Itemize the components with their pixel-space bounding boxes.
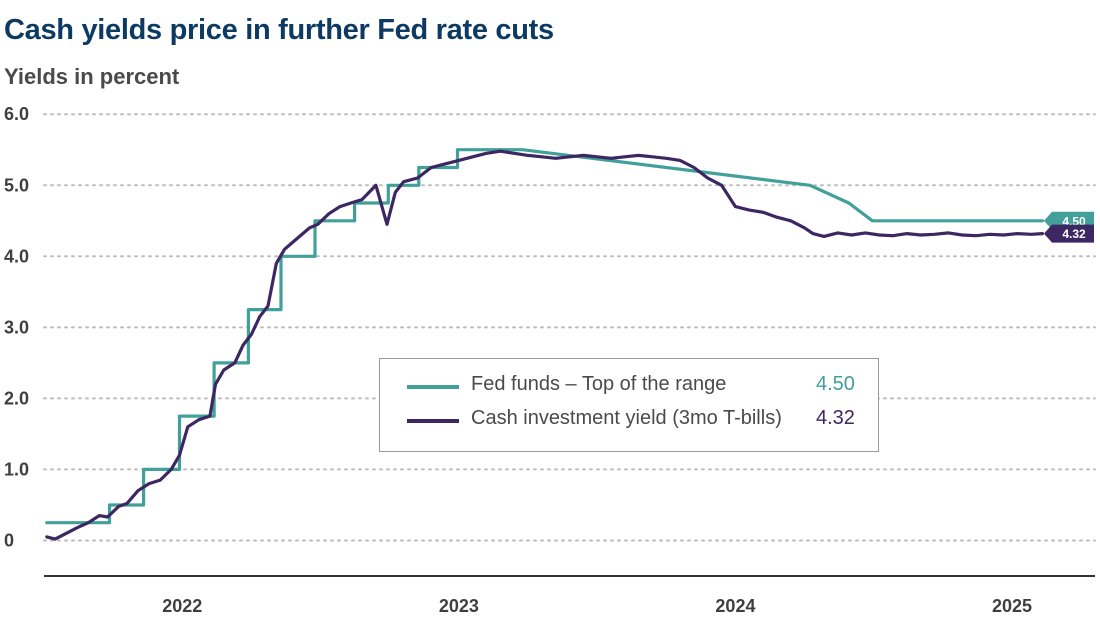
y-tick-label: 6.0 — [4, 104, 29, 124]
end-label-badge-cash — [1044, 224, 1094, 243]
x-tick-label: 2023 — [439, 596, 479, 616]
series-line-cash — [45, 149, 1045, 541]
legend-entry-fed: Fed funds – Top of the range 4.50 — [380, 371, 878, 401]
legend-label-fed: Fed funds – Top of the range — [471, 373, 727, 395]
series-line-fed — [45, 148, 1045, 525]
y-tick-label: 2.0 — [4, 388, 29, 408]
y-tick-label: 0 — [4, 530, 14, 550]
x-tick-label: 2025 — [992, 596, 1032, 616]
y-tick-label: 5.0 — [4, 175, 29, 195]
y-tick-label: 4.0 — [4, 246, 29, 266]
end-label-cash: 4.32 — [1062, 227, 1086, 241]
x-tick-label: 2022 — [162, 596, 202, 616]
x-tick-label: 2024 — [715, 596, 755, 616]
chart-title: Cash yields price in further Fed rate cu… — [4, 14, 554, 46]
chart-legend: Fed funds – Top of the range 4.50 Cash i… — [379, 358, 879, 452]
y-tick-label: 1.0 — [4, 459, 29, 479]
legend-swatch-fed — [407, 385, 459, 389]
legend-label-cash: Cash investment yield (3mo T-bills) — [471, 407, 782, 429]
legend-value-cash: 4.32 — [816, 407, 855, 429]
y-tick-label: 3.0 — [4, 317, 29, 337]
chart-subtitle: Yields in percent — [4, 64, 180, 89]
legend-swatch-cash — [407, 419, 459, 423]
legend-entry-cash: Cash investment yield (3mo T-bills) 4.32 — [380, 405, 878, 435]
legend-value-fed: 4.50 — [816, 373, 855, 395]
